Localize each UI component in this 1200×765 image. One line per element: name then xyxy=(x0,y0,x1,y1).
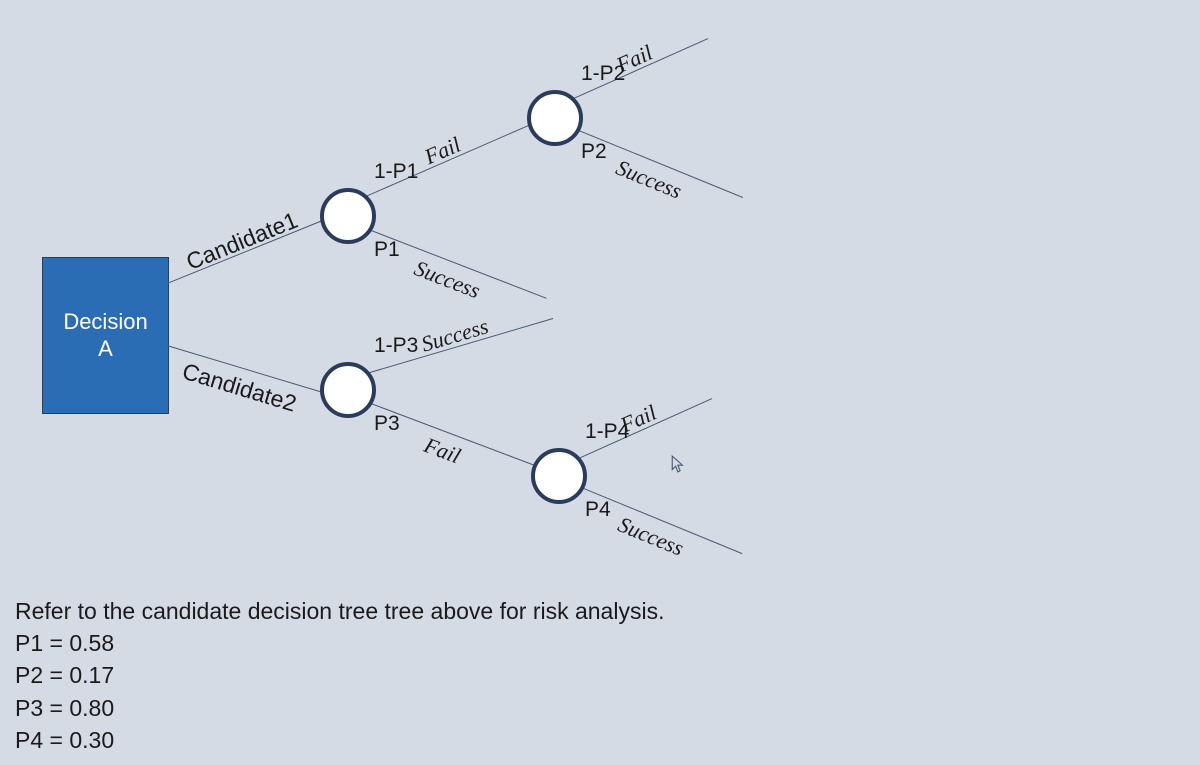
node-top-label: 1-P4 xyxy=(585,420,629,444)
diagram-canvas: Decision A Refer to the candidate decisi… xyxy=(0,0,1200,765)
question-p1: P1 = 0.58 xyxy=(15,627,664,659)
edge-label: Success xyxy=(612,154,685,204)
chance-node-n3 xyxy=(320,362,376,418)
chance-node-n1 xyxy=(320,188,376,244)
node-bottom-label: P2 xyxy=(581,140,607,164)
cursor-icon xyxy=(670,455,688,473)
decision-label-line1: Decision xyxy=(63,309,147,335)
question-p2: P2 = 0.17 xyxy=(15,659,664,691)
edge-label: Success xyxy=(418,313,491,357)
node-top-label: 1-P3 xyxy=(374,334,418,358)
decision-node: Decision A xyxy=(42,257,169,414)
edge-label: Success xyxy=(614,511,687,561)
chance-node-n4 xyxy=(531,448,587,504)
node-top-label: 1-P1 xyxy=(374,160,418,184)
node-bottom-label: P3 xyxy=(374,412,400,436)
edge-label: Candidate1 xyxy=(182,207,301,276)
question-text: Refer to the candidate decision tree tre… xyxy=(15,595,664,756)
node-bottom-label: P1 xyxy=(374,238,400,262)
node-bottom-label: P4 xyxy=(585,498,611,522)
decision-label-line2: A xyxy=(98,336,113,362)
node-top-label: 1-P2 xyxy=(581,62,625,86)
question-p4: P4 = 0.30 xyxy=(15,724,664,756)
edge-label: Fail xyxy=(421,131,465,169)
chance-node-n2 xyxy=(527,90,583,146)
edge-label: Success xyxy=(411,255,484,304)
question-p3: P3 = 0.80 xyxy=(15,692,664,724)
edge-label: Fail xyxy=(421,432,464,469)
question-intro: Refer to the candidate decision tree tre… xyxy=(15,595,664,627)
